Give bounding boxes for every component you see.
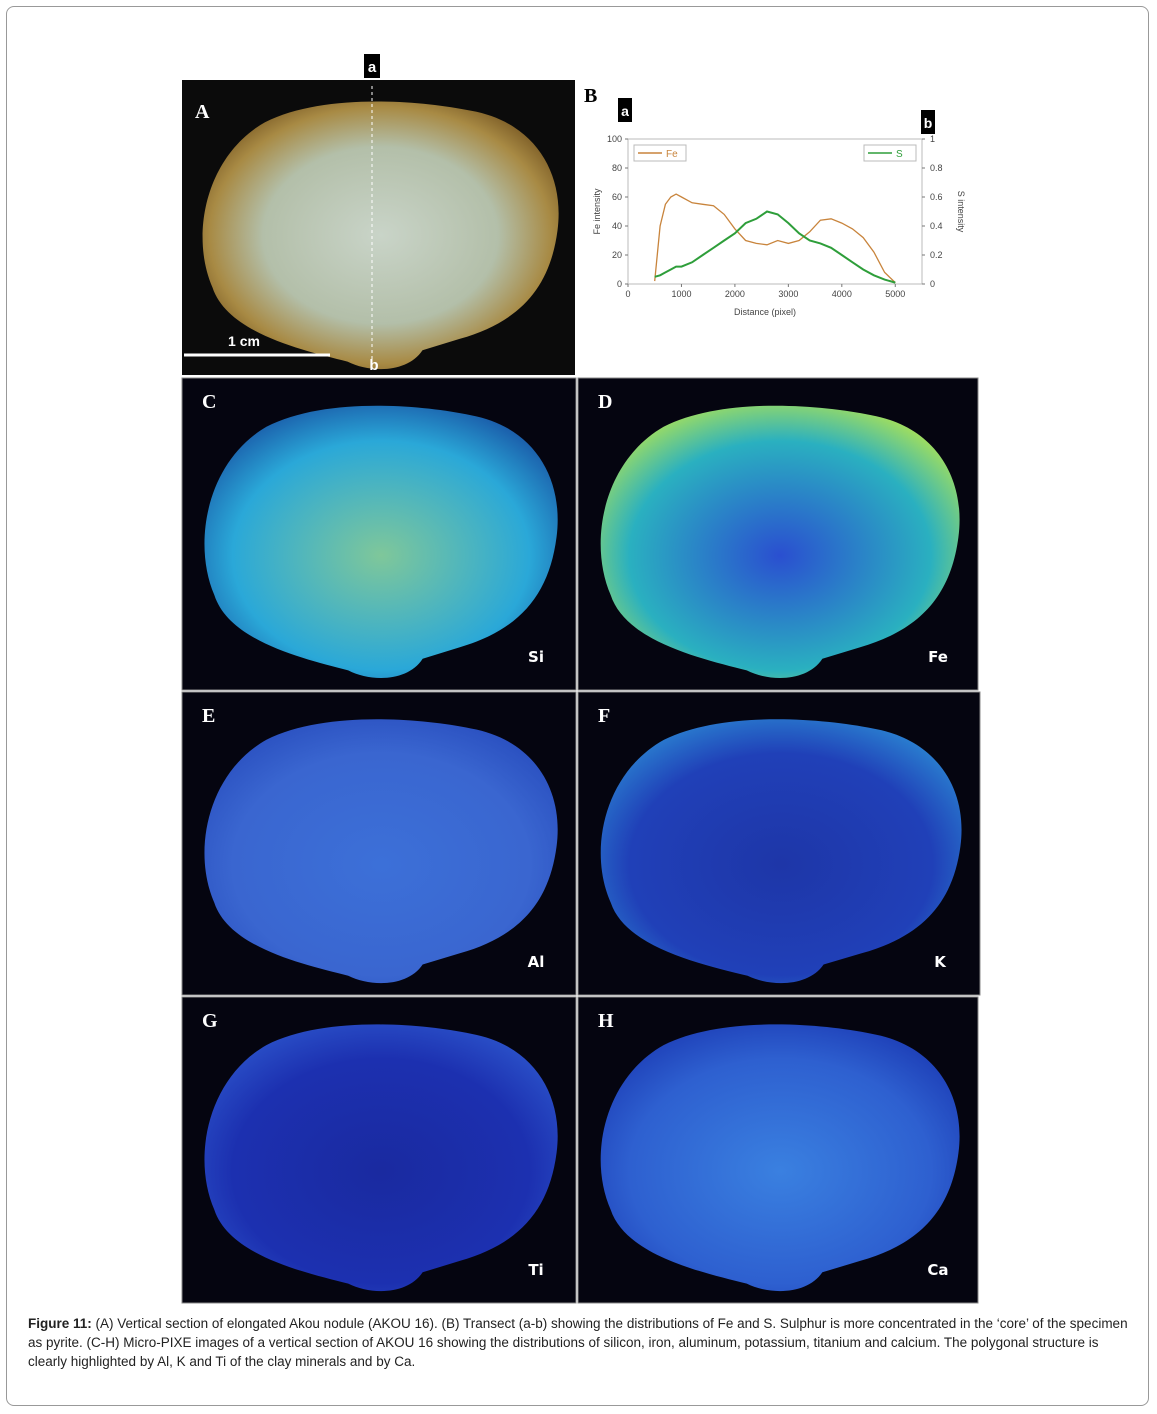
element-label: Al [528,953,545,971]
x-tick-label: 5000 [885,289,905,299]
y-tick-label: 100 [607,134,622,144]
plot-frame [627,138,923,285]
panel-letter: G [202,1010,218,1032]
legend-label: Fe [666,149,678,160]
x-tick-label: 2000 [725,289,745,299]
caption: Figure 11: (A) Vertical section of elong… [28,1314,1128,1371]
nodule-map [204,1024,558,1292]
x-tick-label: 4000 [832,289,852,299]
panel-letter: F [598,705,610,727]
panel-letter: D [598,391,612,413]
element-label: K [934,953,947,971]
element-label: Ti [528,1261,543,1279]
y-tick-label: 80 [612,163,622,173]
nodule-map [600,1024,960,1292]
panel-letter: C [202,391,216,413]
y2-tick-label: 0.2 [930,250,943,260]
nodule-map [600,719,962,984]
panel-letter: A [195,101,210,123]
transect-end-box [921,110,935,134]
panel-letter: H [598,1010,614,1032]
y2-tick-label: 0.8 [930,163,943,173]
transect-start: a [621,103,629,119]
caption-label: Figure 11: [28,1316,92,1331]
transect-chart: 0 1000 2000 3000 4000 500002040608010000.20.4… [592,134,966,317]
y-tick-label: 40 [612,221,622,231]
scale-bar-label: 1 cm [228,333,260,349]
legend-label: S [896,149,903,160]
figure-frame [6,6,1149,1406]
y-axis-label: Fe intensity [592,188,602,235]
transect-end: b [924,115,933,131]
nodule-map [204,719,558,984]
transect-end: b [369,357,378,374]
x-tick-label: 3000 [778,289,798,299]
nodule-map [204,405,558,679]
panel-letter: E [202,705,215,727]
panel-letter: B [584,85,597,107]
y2-tick-label: 0.4 [930,221,943,231]
pixe-panels: C Si D Fe E Al F K G Ti H Ca [181,377,981,1304]
element-label: Ca [927,1261,948,1279]
y2-tick-label: 1 [930,134,935,144]
transect-start-box [618,98,632,122]
y2-axis-label: S intensity [956,191,966,233]
x-tick-label: 1000 [671,289,691,299]
element-label: Fe [928,648,948,666]
caption-text: (A) Vertical section of elongated Akou n… [28,1316,1128,1369]
x-axis-label: Distance (pixel) [734,307,796,317]
nodule-photo [202,101,559,370]
transect-start-box [364,54,380,78]
element-label: Si [528,648,544,666]
data-line [654,210,896,284]
y-tick-label: 20 [612,250,622,260]
y2-tick-label: 0 [930,279,935,289]
y2-tick-label: 0.6 [930,192,943,202]
nodule-map [600,405,960,679]
y-tick-label: 0 [617,279,622,289]
transect-start: a [368,59,377,76]
y-tick-label: 60 [612,192,622,202]
data-line [654,193,896,284]
x-tick-label: 0 [625,289,630,299]
